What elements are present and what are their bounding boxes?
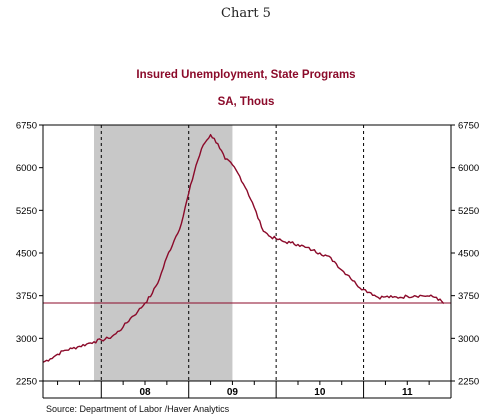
recession-shading	[94, 125, 233, 381]
series-line-insured-unemployment	[42, 133, 445, 363]
y-tick-label-right: 4500	[458, 249, 479, 260]
y-tick-label-left: 3750	[16, 291, 37, 302]
y-tick-label-right: 6750	[458, 121, 479, 132]
gridlines	[100, 125, 365, 381]
y-tick-label-right: 3000	[458, 334, 479, 345]
y-tick-label-right: 6000	[458, 163, 479, 174]
axes: 2250 2250 3000 3000 3750 3750 4500 4500 5250 5250…	[16, 121, 479, 399]
y-tick-label-left: 3000	[16, 334, 37, 345]
y-tick-label-left: 5250	[16, 206, 37, 217]
y-tick-label-right: 3750	[458, 291, 479, 302]
x-year-label: 08	[139, 387, 151, 398]
x-year-label: 09	[227, 387, 239, 398]
y-tick-label-left: 6000	[16, 163, 37, 174]
y-tick-label-left: 2250	[16, 377, 37, 388]
y-tick-label-right: 2250	[458, 377, 479, 388]
x-year-label: 10	[314, 387, 326, 398]
y-tick-label-right: 5250	[458, 206, 479, 217]
y-tick-label-left: 6750	[16, 121, 37, 132]
chart-number: Chart 5	[221, 6, 271, 21]
source-note: Source: Department of Labor /Haver Analy…	[46, 404, 230, 414]
x-year-label: 11	[402, 387, 413, 398]
chart-title: Insured Unemployment, State Programs	[136, 69, 355, 81]
chart-subtitle: SA, Thous	[218, 96, 275, 108]
y-tick-label-left: 4500	[16, 249, 37, 260]
